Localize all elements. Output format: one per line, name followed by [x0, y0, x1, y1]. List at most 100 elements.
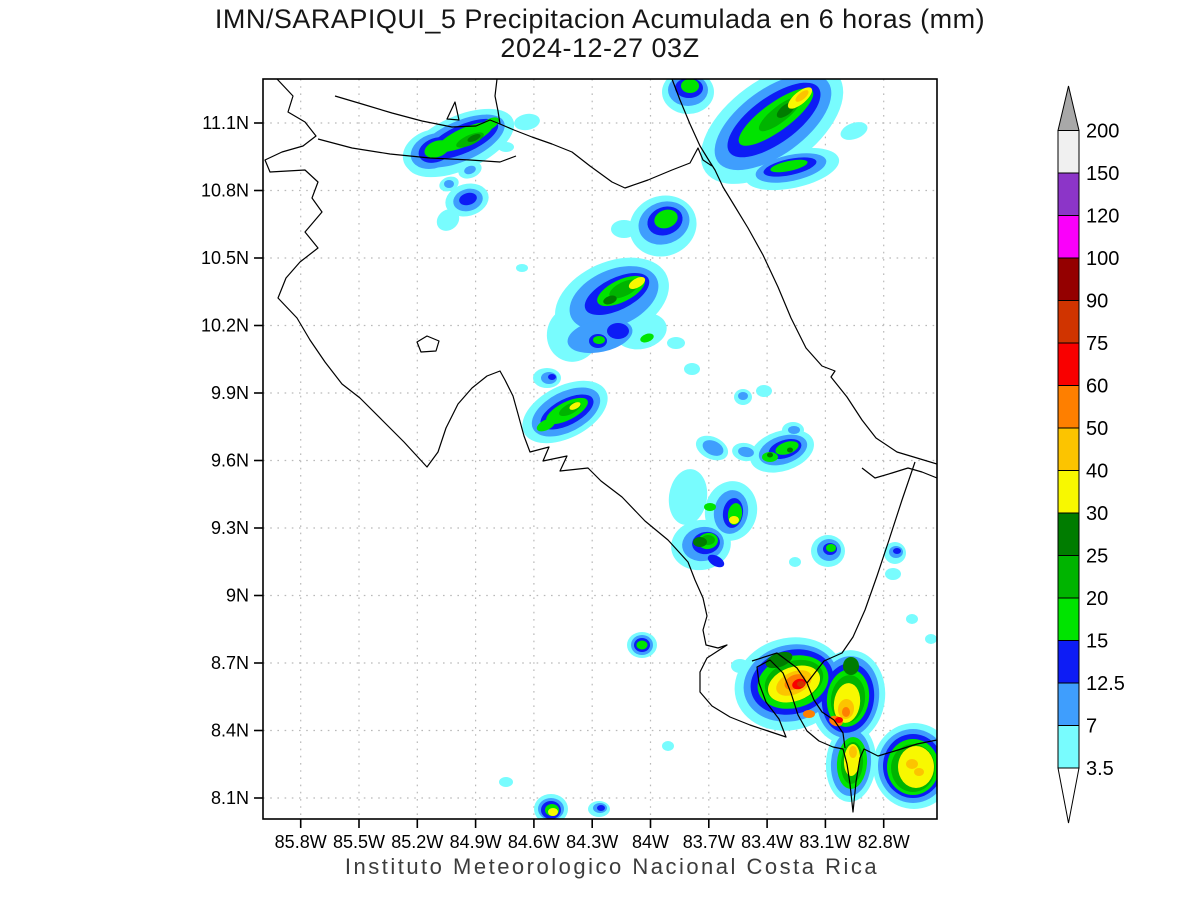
precip-cell	[906, 759, 918, 769]
x-tick-label: 85.5W	[333, 832, 385, 852]
y-tick-label: 11.1N	[202, 113, 249, 133]
colorbar-segment	[1057, 640, 1080, 684]
precip-cell	[667, 337, 685, 349]
precip-cell	[835, 717, 843, 723]
colorbar	[1057, 85, 1080, 824]
precip-cell	[788, 426, 800, 434]
precip-cell	[597, 805, 605, 811]
colorbar-level-label: 100	[1086, 248, 1119, 270]
map-footer: Instituto Meteorologico Nacional Costa R…	[344, 854, 880, 879]
colorbar-segment	[1057, 597, 1080, 641]
precip-cell	[640, 333, 654, 343]
y-tick-label: 10.2N	[201, 316, 249, 336]
y-tick-label: 9.6N	[211, 451, 249, 471]
precip-cell	[662, 741, 674, 751]
colorbar-level-label: 20	[1086, 588, 1108, 610]
panama-border	[806, 461, 916, 749]
colorbar-level-label: 7	[1086, 716, 1097, 738]
precip-cell	[668, 469, 708, 525]
precip-cell	[787, 447, 793, 453]
precip-cell	[925, 634, 937, 644]
colorbar-level-label: 25	[1086, 546, 1108, 568]
precip-cell	[444, 180, 454, 188]
precip-cell	[611, 220, 637, 238]
precip-cell	[569, 402, 581, 410]
colorbar-labels: 3.5 7 12.5 15 20 25 30 40 50 60 75 90 100 120 150 200	[1086, 121, 1125, 781]
precip-cell	[516, 264, 528, 272]
precip-cell	[849, 746, 857, 758]
precip-cell	[770, 159, 808, 173]
colorbar-level-label: 200	[1086, 121, 1119, 143]
precip-cell	[765, 651, 793, 669]
precip-cell	[885, 568, 901, 580]
colorbar-level-label: 75	[1086, 333, 1108, 355]
colorbar-segment	[1057, 130, 1080, 174]
colorbar-segment	[1057, 427, 1080, 471]
precip-cell	[436, 209, 460, 231]
y-tick-label: 8.1N	[211, 788, 249, 808]
precip-cell	[681, 79, 699, 93]
precip-cell	[424, 140, 450, 158]
x-tick-label: 84.3W	[566, 832, 618, 852]
colorbar-level-label: 50	[1086, 418, 1108, 440]
precip-cell	[893, 548, 901, 554]
colorbar-level-label: 40	[1086, 461, 1108, 483]
y-tick-label: 10.8N	[201, 181, 249, 201]
border-spur	[751, 652, 808, 684]
precip-cell	[480, 117, 500, 131]
precip-cell	[628, 277, 646, 289]
colorbar-level-label: 15	[1086, 631, 1108, 653]
precip-cell	[636, 640, 648, 650]
precip-cell	[738, 392, 748, 400]
precip-cell	[843, 657, 859, 675]
precip-cell	[775, 441, 799, 455]
se-lagoon-line	[861, 467, 937, 479]
precip-cell	[803, 710, 815, 718]
colorbar-level-label: 90	[1086, 291, 1108, 313]
colorbar-below-arrow	[1057, 767, 1080, 824]
precip-cell	[756, 385, 772, 397]
precip-cell	[738, 446, 754, 458]
colorbar-segment	[1057, 470, 1080, 514]
precip-cell	[693, 537, 707, 547]
colorbar-segment	[1057, 215, 1080, 259]
y-tick-label: 8.7N	[211, 653, 249, 673]
x-tick-label: 83.1W	[799, 832, 851, 852]
y-tick-label: 8.4N	[211, 721, 249, 741]
precip-cell	[702, 440, 724, 456]
colorbar-above-arrow	[1057, 85, 1080, 131]
precip-cell	[767, 452, 773, 458]
y-tick-label: 10.5N	[201, 248, 249, 268]
precip-cell	[842, 707, 850, 717]
lake-east-shore	[494, 79, 501, 125]
precip-cell	[654, 209, 678, 229]
x-tick-label: 84.6W	[508, 832, 560, 852]
precip-cell	[826, 544, 836, 552]
precip-cell	[548, 808, 558, 816]
precip-cell	[607, 323, 629, 339]
pacific-nicoya-osa-coast	[264, 79, 937, 813]
x-tick-label: 83.7W	[683, 832, 735, 852]
colorbar-segment	[1057, 512, 1080, 556]
colorbar-level-label: 60	[1086, 376, 1108, 398]
precip-cell	[464, 165, 476, 175]
precip-cell	[704, 503, 716, 511]
precip-cell	[707, 554, 725, 568]
x-tick-label: 85.2W	[391, 832, 443, 852]
precip-cell	[914, 768, 924, 776]
precip-cell	[906, 614, 918, 624]
colorbar-segment	[1057, 682, 1080, 726]
precip-cell	[789, 557, 801, 567]
precip-cell	[593, 336, 605, 344]
precip-cell	[498, 142, 514, 152]
precip-cell	[499, 777, 513, 787]
lake-nicaragua-rio-san-juan	[334, 95, 713, 189]
axis-labels: 11.1N 10.8N 10.5N 10.2N 9.9N 9.6N 9.3N 9N 8.7N 8.…	[201, 113, 910, 852]
y-tick-label: 9.9N	[211, 383, 249, 403]
colorbar-segment	[1057, 172, 1080, 216]
axis-ticks	[254, 122, 885, 828]
precip-cell	[459, 192, 477, 206]
precip-cell	[548, 374, 556, 380]
precip-cell	[514, 113, 540, 131]
colorbar-level-label: 3.5	[1086, 758, 1114, 780]
